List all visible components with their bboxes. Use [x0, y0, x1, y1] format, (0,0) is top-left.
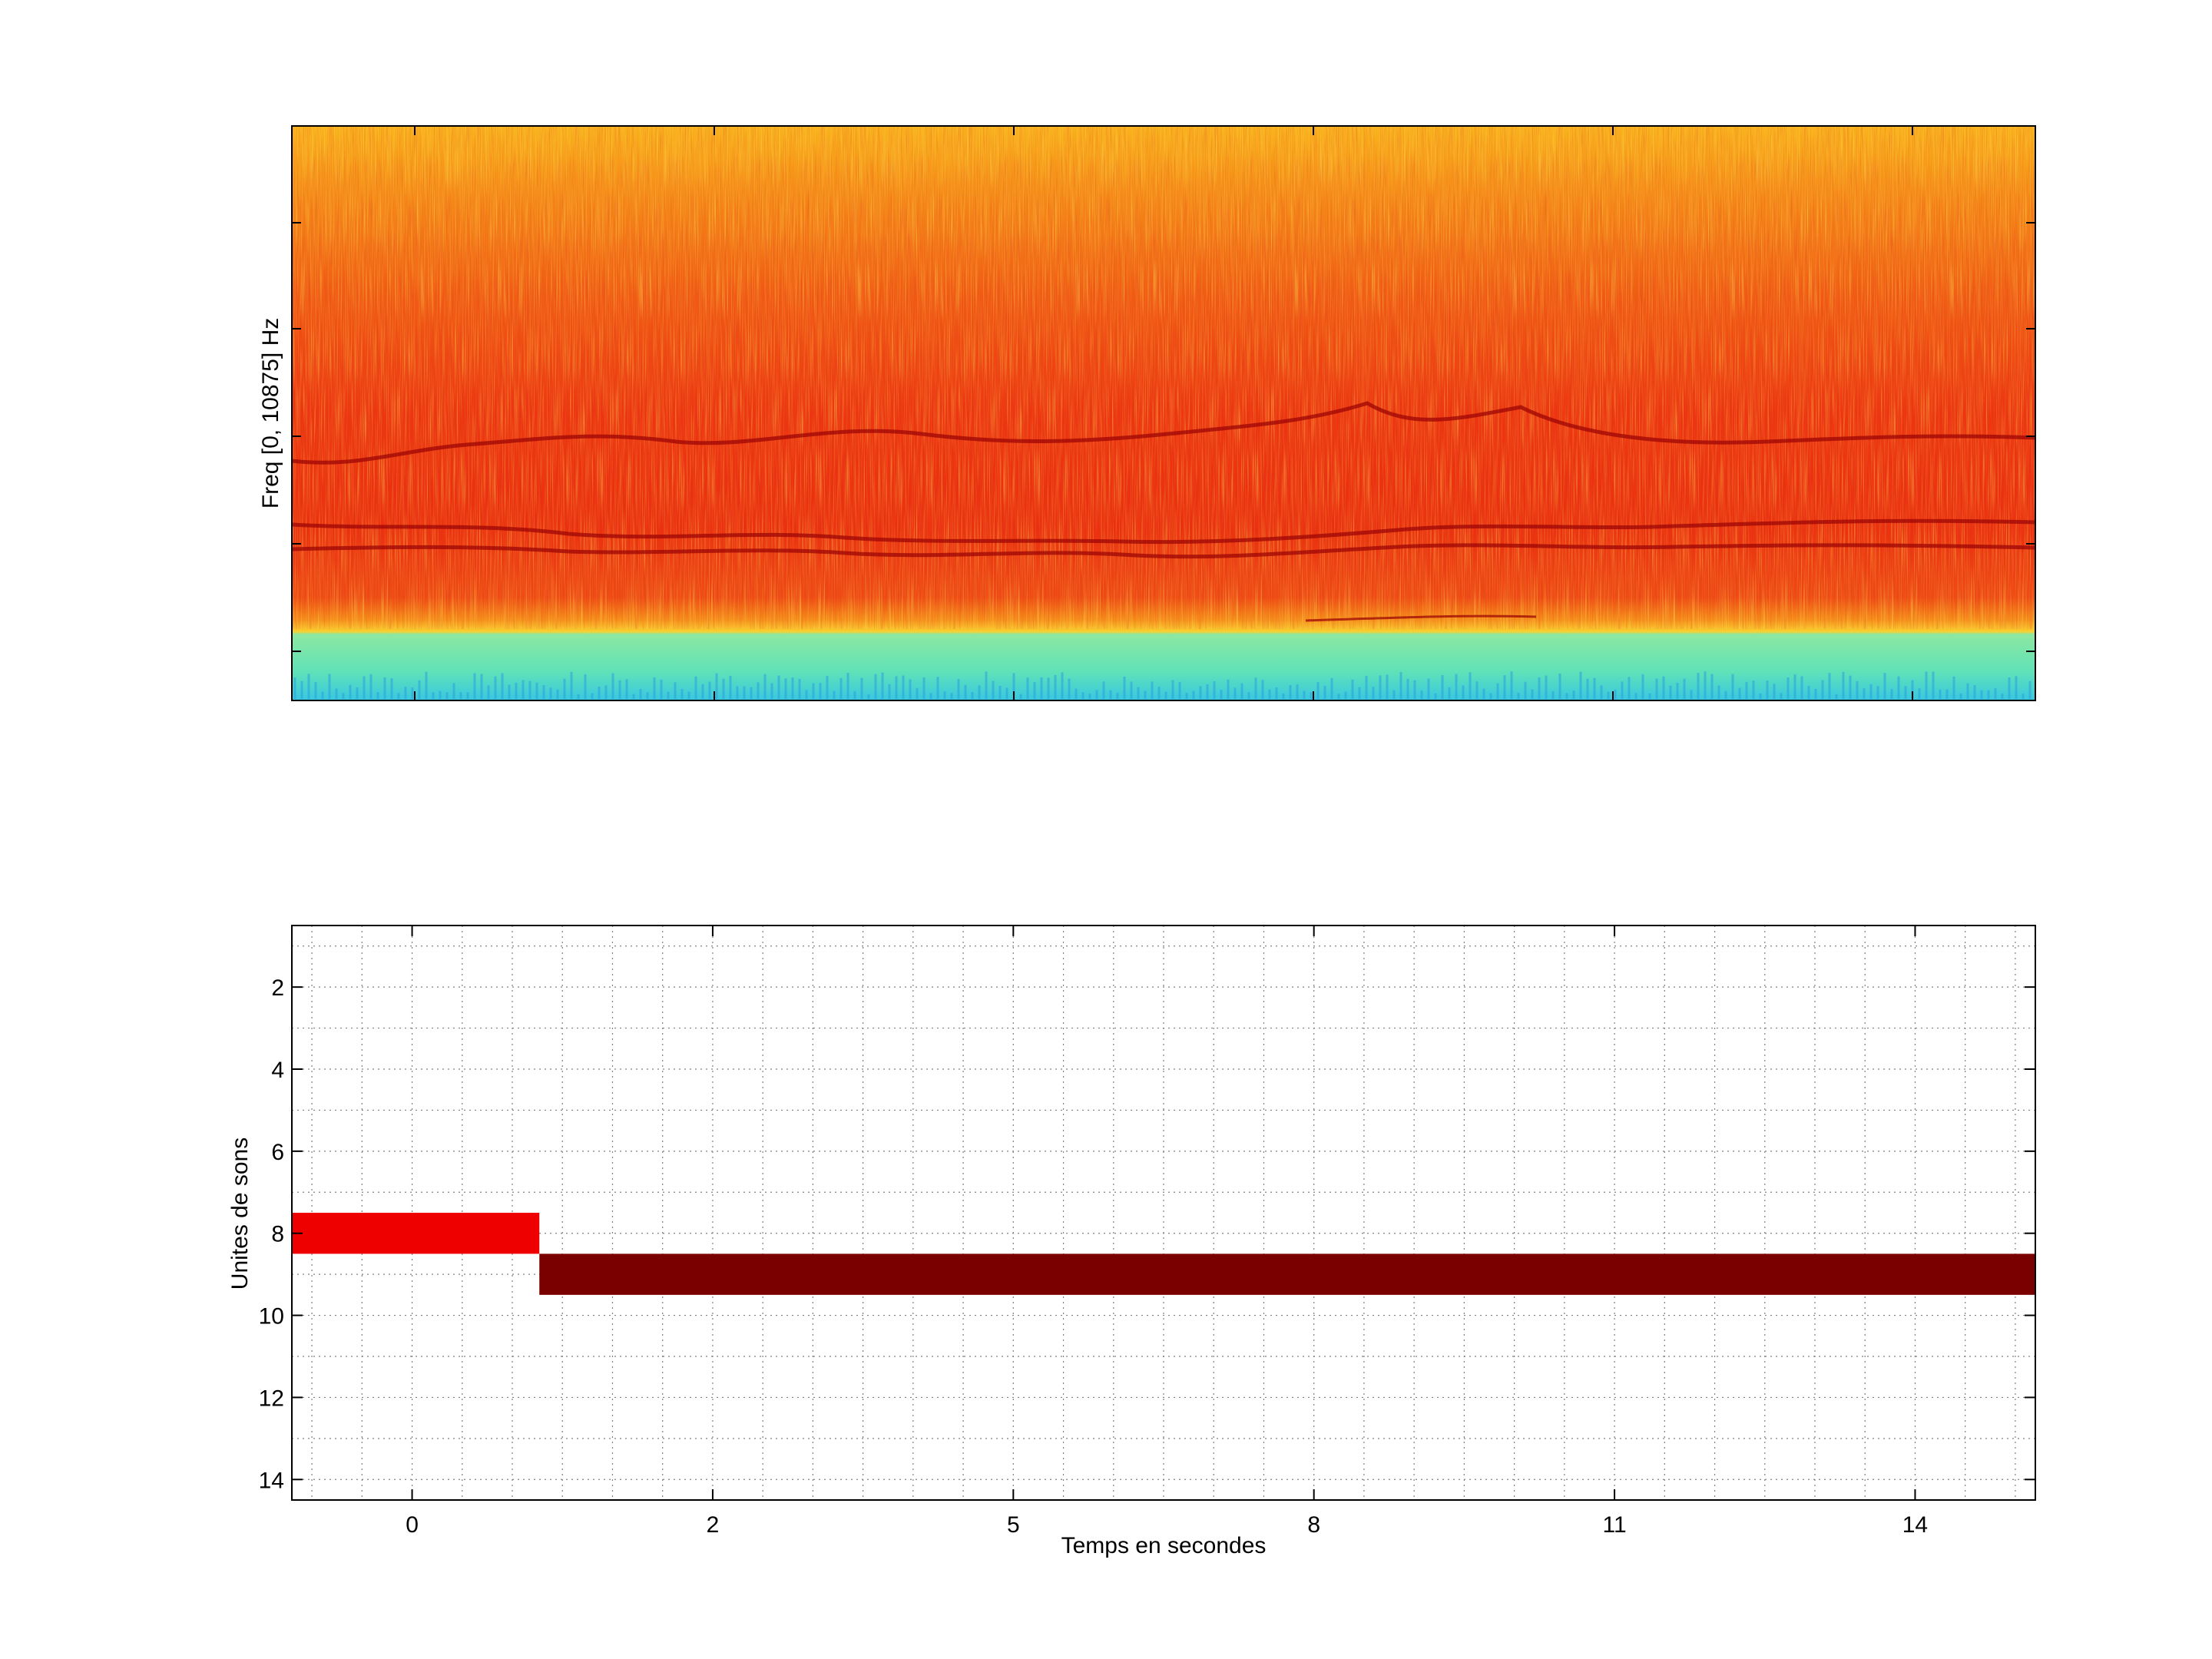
- low-band-streaks: [293, 671, 2032, 699]
- spectrogram-texture-dark: [292, 126, 2035, 629]
- spectrogram-ticks: [292, 126, 2035, 700]
- y-tick-label: 10: [259, 1304, 284, 1330]
- harmonic-trace: [291, 518, 2036, 545]
- x-tick-label: 5: [1007, 1512, 1020, 1538]
- harmonic-trace: [1305, 614, 1537, 622]
- spectrogram-ylabel: Freq [0, 10875] Hz: [258, 318, 283, 508]
- x-tick-label: 0: [406, 1512, 419, 1538]
- units-y-tick-labels: 2 4 6 8 10 12 14: [259, 975, 284, 1493]
- y-tick-label: 12: [259, 1386, 284, 1411]
- y-tick-label: 6: [271, 1140, 284, 1165]
- y-tick-label: 14: [259, 1468, 284, 1493]
- x-tick-label: 2: [707, 1512, 720, 1538]
- harmonic-trace: [291, 543, 2036, 559]
- unit-segments: [292, 1213, 2036, 1295]
- units-ticks: [292, 926, 2035, 1500]
- x-tick-label: 11: [1602, 1512, 1626, 1538]
- x-tick-label: 8: [1307, 1512, 1320, 1538]
- units-x-tick-labels: 0 2 5 8 11 14: [406, 1512, 1928, 1538]
- units-xlabel: Temps en secondes: [1061, 1533, 1267, 1558]
- units-ylabel: Unites de sons: [227, 1137, 253, 1290]
- harmonic-traces: [291, 401, 2036, 622]
- units-axes-box: [291, 925, 2036, 1501]
- spectrogram-axes-box: [291, 125, 2036, 701]
- y-tick-label: 8: [271, 1222, 284, 1247]
- units-grid: [292, 926, 2035, 1500]
- unit-segment: [539, 1253, 2036, 1295]
- y-tick-label: 2: [271, 975, 284, 1001]
- harmonic-trace: [291, 401, 2036, 465]
- unit-segment: [292, 1213, 540, 1254]
- y-tick-label: 4: [271, 1058, 284, 1083]
- spectrogram-panel: Freq [0, 10875] Hz: [258, 125, 2036, 701]
- sound-units-panel: 0 2 5 8 11 14 2 4 6 8 10 12 14 Temps en secondes Un…: [227, 925, 2036, 1558]
- x-tick-label: 14: [1902, 1512, 1928, 1538]
